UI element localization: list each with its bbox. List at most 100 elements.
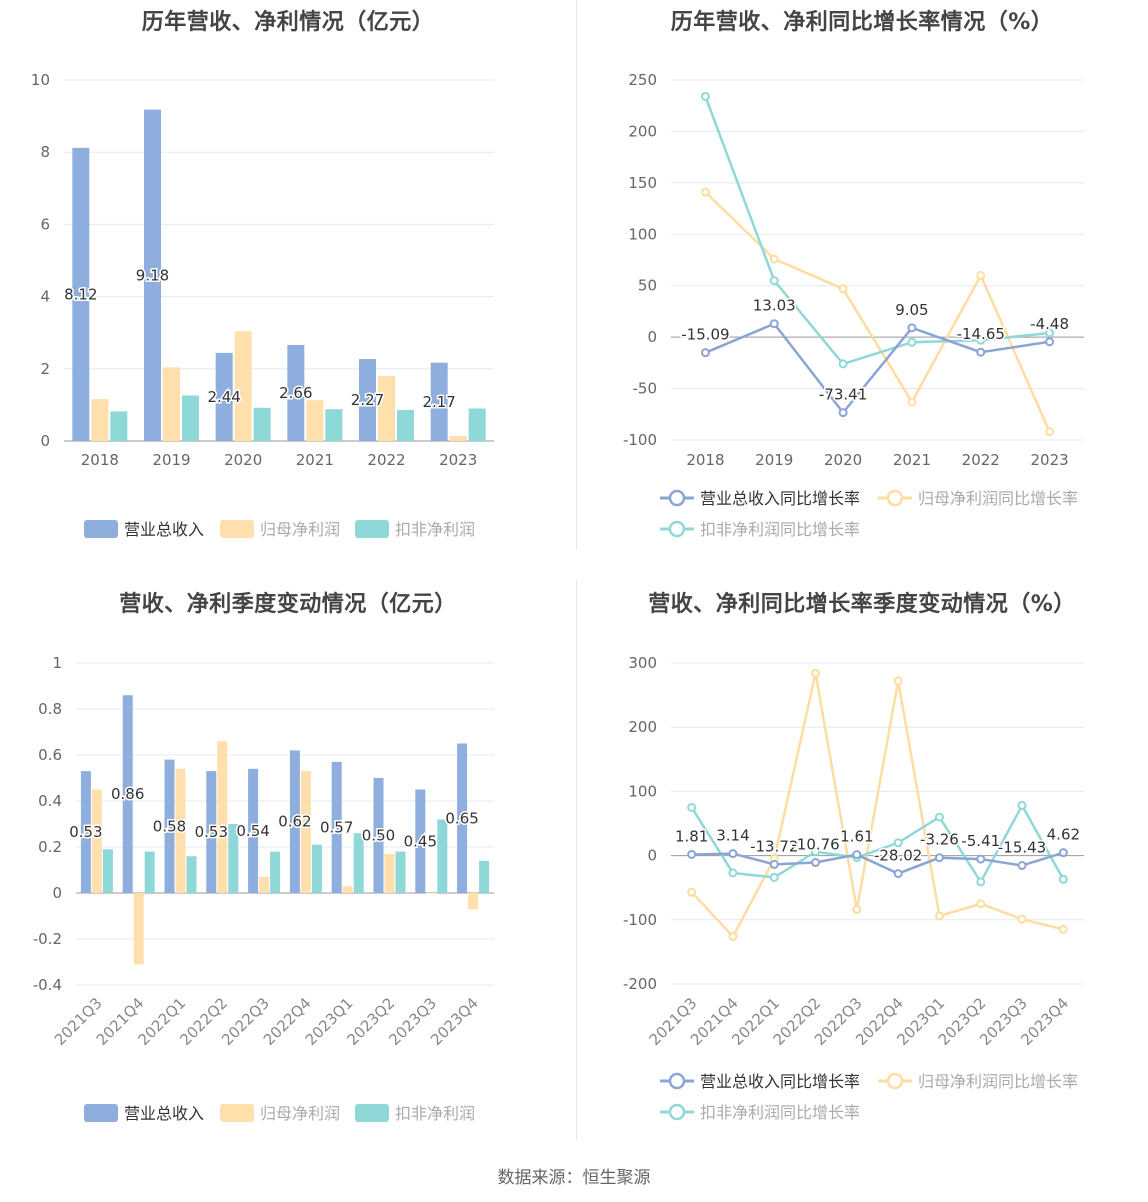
y-tick-label: 8 (40, 143, 50, 161)
quarterly-growth-chart: -200 -100 0 100 200 300 1.81 3.14-13.72-10.76 1.… (623, 654, 1084, 1122)
data-label: 8.12 (64, 285, 97, 303)
data-label: -5.41 (961, 832, 1000, 850)
point-parent-growth (934, 911, 944, 921)
chart-title: 历年营收、净利情况（亿元） (141, 10, 435, 35)
point-revenue-growth (1045, 337, 1055, 347)
chart-title: 营收、净利同比增长率季度变动情况（%） (648, 592, 1076, 617)
y-tick-label: 300 (628, 654, 657, 672)
point-parent-growth (700, 187, 710, 197)
point-revenue-growth (687, 849, 697, 859)
bar-parent-profit (342, 886, 353, 893)
point-revenue-growth (769, 319, 779, 329)
point-revenue-growth (1058, 848, 1068, 858)
bar-deducted-profit (437, 819, 448, 893)
point-revenue-growth (976, 347, 986, 357)
point-deducted-growth (811, 847, 821, 857)
data-label: -10.76 (791, 836, 839, 854)
point-parent-growth (811, 668, 821, 678)
series-line-revenue-growth (704, 322, 1050, 415)
bar-parent-profit (234, 331, 252, 441)
point-parent-growth (852, 905, 862, 915)
point-deducted-growth (1045, 328, 1055, 338)
chart-title: 历年营收、净利同比增长率情况（%） (670, 10, 1054, 35)
chart-title: 营收、净利季度变动情况（亿元） (119, 592, 457, 617)
bar-deducted-profit (468, 408, 486, 441)
legend-marker (886, 1072, 904, 1090)
bar-deducted-profit (353, 833, 364, 893)
x-tick-label: 2022 (962, 451, 1000, 469)
legend-swatch (220, 520, 254, 538)
data-label: 0.62 (278, 813, 311, 831)
bar-parent-profit (175, 768, 186, 893)
point-revenue-growth (852, 850, 862, 860)
bar-parent-profit (306, 400, 324, 441)
bar-deducted-profit (253, 407, 271, 441)
bar-parent-profit (378, 376, 395, 441)
bar-deducted-profit (395, 851, 406, 893)
point-parent-growth (907, 397, 917, 407)
data-label: 2.17 (422, 393, 455, 411)
y-tick-label: 50 (638, 277, 657, 295)
legend-label: 扣非净利润 (395, 520, 475, 539)
data-label: 9.05 (895, 301, 928, 319)
legend-swatch (355, 520, 389, 538)
quarterly-revenue-profit-panel: 营收、净利季度变动情况（亿元） -0.4 -0.2 0 0.2 0.4 0.6 0.8 1 0.… (0, 580, 576, 1150)
bar-parent-profit (384, 853, 395, 893)
point-parent-growth (976, 270, 986, 280)
bar-revenue (415, 789, 426, 893)
legend-swatch (84, 520, 118, 538)
x-tick-label: 2021 (893, 451, 931, 469)
bar-deducted-profit (186, 856, 197, 893)
point-revenue-growth (838, 408, 848, 418)
annual-revenue-profit-panel: 历年营收、净利情况（亿元） 0 2 4 6 8 10 8.12 9.18 2.44 2.66 2.2… (0, 0, 576, 560)
legend-label: 营业总收入 (124, 520, 204, 539)
bar-deducted-profit (311, 844, 322, 893)
data-label: 1.81 (675, 827, 708, 845)
bar-revenue (215, 352, 233, 441)
bar-deducted-profit (270, 851, 281, 893)
x-tick-label: 2021 (296, 451, 334, 469)
y-tick-label: 0 (52, 884, 62, 902)
y-tick-label: -0.2 (33, 930, 62, 948)
bar-deducted-profit (479, 860, 490, 893)
point-parent-growth (1058, 924, 1068, 934)
y-tick-label: 0 (40, 432, 50, 450)
panel-divider-top (576, 0, 577, 550)
legend-label: 归母净利润 (260, 520, 340, 539)
data-label: 0.53 (69, 823, 102, 841)
bar-parent-profit (91, 789, 102, 893)
bar-deducted-profit (325, 409, 343, 441)
y-tick-label: 200 (628, 718, 657, 736)
bar-revenue (289, 750, 300, 893)
data-label: -3.26 (920, 831, 959, 849)
y-tick-label: 250 (628, 71, 657, 89)
y-tick-label: 0.6 (38, 746, 62, 764)
series-line-revenue-growth (691, 851, 1064, 875)
point-deducted-growth (1017, 801, 1027, 811)
x-tick-label: 2022 (367, 451, 405, 469)
point-deducted-growth (700, 91, 710, 101)
point-deducted-growth (728, 868, 738, 878)
data-label: 0.45 (404, 832, 437, 850)
data-label: -15.43 (998, 839, 1046, 857)
bar-parent-profit (259, 876, 270, 893)
point-parent-growth (976, 899, 986, 909)
data-label: -4.48 (1030, 315, 1069, 333)
point-parent-growth (687, 887, 697, 897)
bar-deducted-profit (144, 851, 155, 893)
y-tick-label: 0 (647, 328, 657, 346)
data-label: 0.57 (320, 818, 353, 836)
bar-revenue (359, 359, 376, 441)
data-label: -73.41 (819, 386, 867, 404)
legend-label: 扣非净利润同比增长率 (700, 520, 860, 539)
point-deducted-growth (1058, 874, 1068, 884)
legend-marker (668, 489, 686, 507)
bar-revenue (206, 771, 217, 893)
bar-revenue (72, 147, 90, 442)
data-label: 2.66 (279, 384, 312, 402)
point-parent-growth (893, 676, 903, 686)
point-parent-growth (1017, 914, 1027, 924)
y-tick-label: 150 (628, 174, 657, 192)
legend-marker (886, 489, 904, 507)
point-revenue-growth (728, 849, 738, 859)
